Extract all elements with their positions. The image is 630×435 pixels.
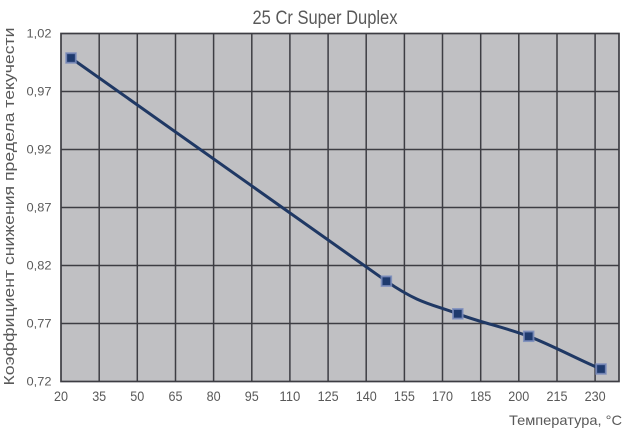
svg-text:125: 125 (318, 388, 339, 404)
svg-text:1,02: 1,02 (27, 29, 52, 41)
svg-text:20: 20 (54, 388, 68, 404)
svg-text:50: 50 (130, 388, 144, 404)
svg-text:0,92: 0,92 (27, 145, 52, 157)
svg-text:95: 95 (245, 388, 259, 404)
svg-text:230: 230 (585, 388, 606, 404)
svg-text:Коэффициент снижения предела т: Коэффициент снижения предела текучести (1, 28, 18, 386)
svg-text:80: 80 (207, 388, 221, 404)
svg-text:140: 140 (356, 388, 377, 404)
svg-text:110: 110 (279, 388, 300, 404)
svg-text:65: 65 (169, 388, 183, 404)
svg-text:170: 170 (432, 388, 453, 404)
svg-text:0,72: 0,72 (27, 377, 52, 389)
svg-text:0,82: 0,82 (27, 261, 52, 273)
svg-text:35: 35 (92, 388, 106, 404)
svg-text:25 Cr Super Duplex: 25 Cr Super Duplex (253, 7, 398, 29)
svg-text:0,97: 0,97 (27, 87, 52, 99)
svg-text:215: 215 (547, 388, 568, 404)
svg-text:Температура, °С: Температура, °С (509, 412, 622, 428)
svg-text:0,77: 0,77 (27, 319, 52, 331)
svg-text:0,87: 0,87 (27, 203, 52, 215)
svg-text:200: 200 (508, 388, 529, 404)
svg-text:155: 155 (394, 388, 415, 404)
svg-text:185: 185 (470, 388, 491, 404)
